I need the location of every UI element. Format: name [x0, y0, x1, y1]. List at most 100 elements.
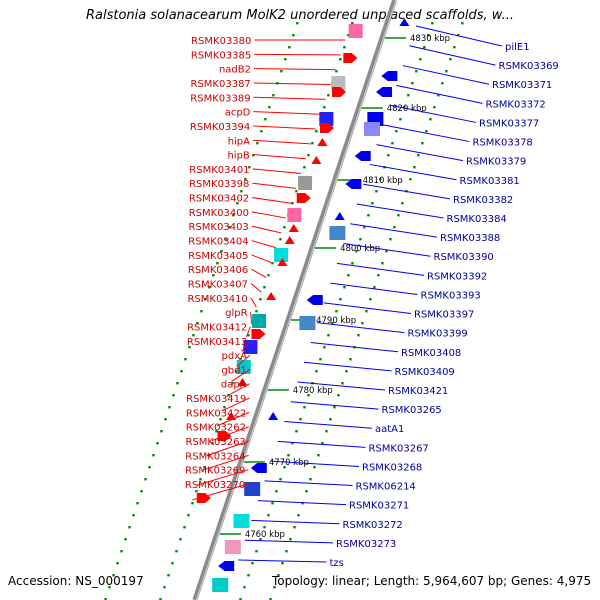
- gene-connector-left: [250, 268, 267, 278]
- gene-label-left: RSMK03403: [189, 222, 249, 233]
- accession-label: Accession: NS_000197: [8, 574, 144, 588]
- guide-dot: [401, 202, 404, 205]
- guide-dot: [369, 298, 372, 301]
- gene-label-left: RSMK03262: [186, 423, 246, 434]
- gene-connector-right: [290, 401, 379, 410]
- gene-label-right: RSMK03268: [362, 462, 422, 473]
- guide-dot: [315, 370, 318, 373]
- guide-dot: [192, 334, 195, 337]
- map-title: Ralstonia solanacearum MolK2 unordered u…: [85, 8, 514, 23]
- guide-dot: [347, 274, 350, 277]
- gene-connector-left: [252, 168, 301, 175]
- gene-label-left: RSMK03263: [186, 437, 246, 448]
- guide-dot: [365, 310, 368, 313]
- guide-dot: [333, 406, 336, 409]
- guide-dot: [303, 406, 306, 409]
- guide-dot: [188, 346, 191, 349]
- gene-connector-left: [201, 454, 249, 471]
- gene-label-left: nadB2: [219, 65, 251, 76]
- guide-dot: [280, 70, 283, 73]
- gene-connector-right: [303, 361, 392, 372]
- guide-dot: [271, 262, 274, 265]
- guide-dot: [136, 502, 139, 505]
- gene-connector-left: [251, 254, 272, 264]
- guide-dot: [445, 70, 448, 73]
- guide-dot: [321, 442, 324, 445]
- gene-label-right: RSMK03372: [486, 99, 546, 110]
- gene-connector-right: [238, 559, 327, 563]
- scale-tick-label: 4760 kbp: [245, 530, 285, 540]
- gene-connector-left: [253, 96, 326, 100]
- guide-dot: [375, 190, 378, 193]
- gene-connector-right: [409, 45, 496, 66]
- guide-dot: [441, 82, 444, 85]
- guide-dot: [263, 286, 266, 289]
- gene-connector-left: [211, 426, 250, 442]
- guide-dot: [255, 550, 258, 553]
- guide-dot: [168, 406, 171, 409]
- gene-tick-left: [288, 224, 299, 232]
- gene-block-right: [364, 122, 381, 136]
- gene-label-right: tzs: [330, 558, 344, 569]
- gene-connector-right: [257, 500, 347, 506]
- guide-dot: [347, 34, 350, 37]
- gene-arrow-right: [345, 179, 362, 189]
- gene-label-left: RSMK03422: [186, 408, 246, 419]
- gene-tick-right: [334, 212, 345, 220]
- gene-block-right: [244, 482, 261, 496]
- genome-stats-label: Topology: linear; Length: 5,964,607 bp; …: [272, 574, 592, 588]
- gene-connector-left: [253, 82, 331, 86]
- guide-dot: [295, 190, 298, 193]
- guide-dot: [224, 238, 227, 241]
- guide-dot: [309, 478, 312, 481]
- gene-connector-left: [246, 326, 251, 337]
- gene-label-left: RSMK03270: [185, 480, 245, 491]
- guide-dot: [413, 166, 416, 169]
- gene-connector-left: [252, 154, 306, 160]
- guide-dot: [437, 94, 440, 97]
- guide-dot: [277, 574, 280, 577]
- guide-dot: [373, 286, 376, 289]
- gene-label-right: RSMK03393: [421, 290, 481, 301]
- guide-dot: [116, 562, 119, 565]
- guide-dot: [343, 286, 346, 289]
- guide-dot: [273, 586, 276, 589]
- guide-dot: [449, 58, 452, 61]
- gene-label-right: RSMK03265: [382, 405, 442, 416]
- guide-dot: [407, 94, 410, 97]
- guide-dot: [429, 118, 432, 121]
- gene-label-left: RSMK03405: [188, 251, 248, 262]
- gene-connector-right: [389, 104, 477, 123]
- gene-label-left: RSMK03402: [189, 194, 249, 205]
- guide-dot: [345, 370, 348, 373]
- gene-connector-right: [264, 480, 353, 487]
- guide-dot: [421, 142, 424, 145]
- gene-label-right: RSMK03421: [388, 386, 448, 397]
- guide-dot: [319, 358, 322, 361]
- gene-label-left: RSMK03264: [185, 451, 245, 462]
- guide-dot: [179, 538, 182, 541]
- guide-dot: [163, 586, 166, 589]
- guide-dot: [172, 394, 175, 397]
- guide-dot: [335, 70, 338, 73]
- guide-dot: [263, 526, 266, 529]
- guide-dot: [341, 382, 344, 385]
- gene-label-right: RSMK03408: [401, 348, 461, 359]
- gene-connector-right: [363, 183, 451, 200]
- gene-connector-left: [250, 312, 252, 322]
- guide-dot: [128, 526, 131, 529]
- gene-connector-right: [356, 203, 444, 219]
- guide-dot: [140, 490, 143, 493]
- gene-connector-left: [252, 139, 311, 145]
- guide-dot: [108, 586, 111, 589]
- guide-dot: [389, 238, 392, 241]
- gene-label-right: RSMK03384: [447, 214, 507, 225]
- gene-label-left: RSMK03387: [191, 79, 251, 90]
- gene-block-left: [287, 208, 302, 222]
- gene-connector-right: [343, 243, 431, 257]
- gene-connector-right: [402, 65, 490, 85]
- gene-tick-left: [226, 412, 237, 420]
- gene-connector-right: [271, 460, 360, 467]
- guide-dot: [411, 82, 414, 85]
